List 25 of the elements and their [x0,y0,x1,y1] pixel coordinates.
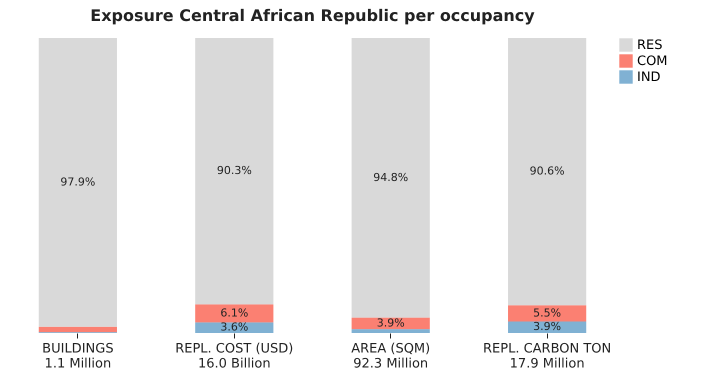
data-label: 94.8% [373,170,408,184]
bar [508,38,586,306]
data-label: 5.5% [533,306,562,320]
bar [195,304,274,322]
data-label: 90.3% [216,164,252,178]
bar [352,329,430,333]
chart-title: Exposure Central African Republic per occupancy [90,6,536,25]
data-label: 6.1% [220,306,248,320]
legend-label: COM [637,54,668,69]
bar [195,38,274,304]
bar [38,326,117,332]
legend-label: IND [637,70,661,85]
data-label: 90.6% [530,164,565,178]
bar [352,38,430,318]
legend-label: RES [637,38,662,53]
bar [508,305,586,322]
data-label: 3.6% [220,320,248,334]
x-tick-label: AREA (SQM) 92.3 Million [351,342,430,372]
data-label: 97.9% [60,175,96,188]
data-label: 3.9% [533,320,562,334]
x-tick-label: BUILDINGS 1.1 Million [42,342,114,372]
x-tick-label: REPL. CARBON TON 17.9 Million [482,342,612,372]
data-label: 3.9% [376,316,405,330]
bar [38,38,117,327]
x-tick-label: REPL. COST (USD) 16.0 Billion [175,342,294,372]
